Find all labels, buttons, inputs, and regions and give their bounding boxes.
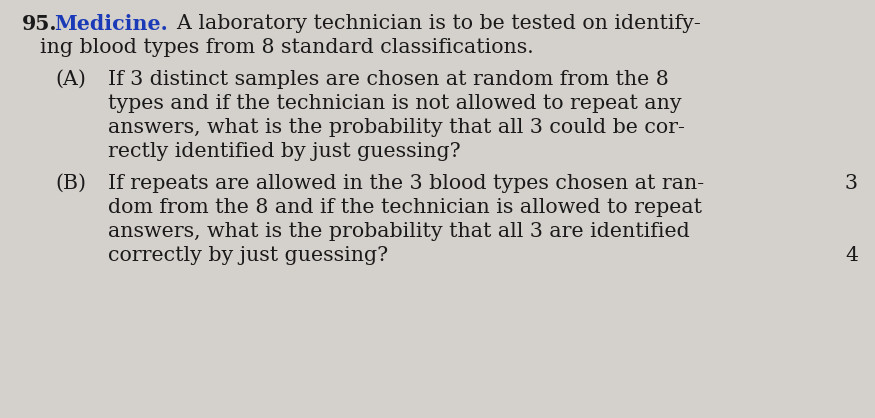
Text: (B): (B) — [55, 174, 86, 193]
Text: 4: 4 — [845, 246, 858, 265]
Text: If 3 distinct samples are chosen at random from the 8: If 3 distinct samples are chosen at rand… — [108, 70, 668, 89]
Text: ing blood types from 8 standard classifications.: ing blood types from 8 standard classifi… — [40, 38, 534, 57]
Text: correctly by just guessing?: correctly by just guessing? — [108, 246, 388, 265]
Text: answers, what is the probability that all 3 are identified: answers, what is the probability that al… — [108, 222, 690, 241]
Text: Medicine.: Medicine. — [54, 14, 168, 34]
Text: A laboratory technician is to be tested on identify-: A laboratory technician is to be tested … — [164, 14, 701, 33]
Text: answers, what is the probability that all 3 could be cor-: answers, what is the probability that al… — [108, 118, 685, 137]
Text: dom from the 8 and if the technician is allowed to repeat: dom from the 8 and if the technician is … — [108, 198, 702, 217]
Text: types and if the technician is not allowed to repeat any: types and if the technician is not allow… — [108, 94, 682, 113]
Text: If repeats are allowed in the 3 blood types chosen at ran-: If repeats are allowed in the 3 blood ty… — [108, 174, 704, 193]
Text: rectly identified by just guessing?: rectly identified by just guessing? — [108, 142, 460, 161]
Text: 3: 3 — [845, 174, 858, 193]
Text: (A): (A) — [55, 70, 86, 89]
Text: 95.: 95. — [22, 14, 58, 34]
